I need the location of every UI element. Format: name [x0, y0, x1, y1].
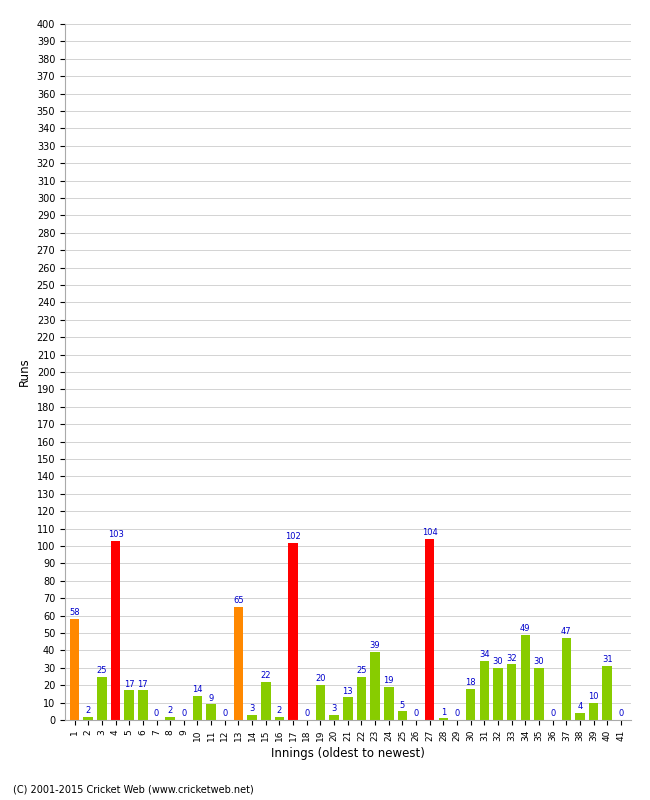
- Text: 13: 13: [343, 686, 353, 696]
- Text: 103: 103: [108, 530, 124, 539]
- Bar: [603, 666, 612, 720]
- Bar: [192, 696, 202, 720]
- Text: 4: 4: [577, 702, 582, 711]
- Bar: [357, 677, 366, 720]
- Text: 20: 20: [315, 674, 326, 683]
- Text: 104: 104: [422, 528, 437, 538]
- Bar: [316, 685, 325, 720]
- Bar: [111, 541, 120, 720]
- Text: 2: 2: [277, 706, 282, 714]
- Bar: [480, 661, 489, 720]
- Text: 0: 0: [304, 710, 309, 718]
- Text: 17: 17: [138, 680, 148, 689]
- Bar: [165, 717, 175, 720]
- Text: 25: 25: [97, 666, 107, 674]
- Bar: [534, 668, 544, 720]
- Text: 34: 34: [479, 650, 489, 659]
- X-axis label: Innings (oldest to newest): Innings (oldest to newest): [271, 746, 424, 760]
- Bar: [398, 711, 407, 720]
- Text: 5: 5: [400, 701, 405, 710]
- Text: 49: 49: [520, 624, 530, 633]
- Text: 47: 47: [561, 627, 571, 637]
- Bar: [384, 687, 393, 720]
- Text: 32: 32: [506, 654, 517, 662]
- Bar: [466, 689, 475, 720]
- Text: 10: 10: [588, 692, 599, 701]
- Text: 9: 9: [209, 694, 214, 702]
- Text: 2: 2: [86, 706, 91, 714]
- Bar: [425, 539, 434, 720]
- Bar: [575, 713, 585, 720]
- Bar: [70, 619, 79, 720]
- Text: 0: 0: [154, 710, 159, 718]
- Text: 3: 3: [332, 704, 337, 713]
- Bar: [97, 677, 107, 720]
- Text: 102: 102: [285, 532, 301, 541]
- Text: 0: 0: [454, 710, 460, 718]
- Text: 31: 31: [602, 655, 612, 664]
- Text: 17: 17: [124, 680, 135, 689]
- Bar: [370, 652, 380, 720]
- Text: 22: 22: [261, 671, 271, 680]
- Text: 19: 19: [384, 676, 394, 685]
- Y-axis label: Runs: Runs: [18, 358, 31, 386]
- Text: 0: 0: [413, 710, 419, 718]
- Bar: [589, 702, 599, 720]
- Bar: [138, 690, 148, 720]
- Text: 0: 0: [222, 710, 227, 718]
- Text: 0: 0: [618, 710, 623, 718]
- Text: 30: 30: [534, 657, 544, 666]
- Bar: [124, 690, 134, 720]
- Text: 2: 2: [168, 706, 173, 714]
- Bar: [206, 704, 216, 720]
- Bar: [521, 634, 530, 720]
- Bar: [439, 718, 448, 720]
- Bar: [330, 714, 339, 720]
- Text: 0: 0: [550, 710, 555, 718]
- Bar: [343, 698, 352, 720]
- Bar: [261, 682, 270, 720]
- Text: 3: 3: [250, 704, 255, 713]
- Bar: [248, 714, 257, 720]
- Text: 0: 0: [181, 710, 187, 718]
- Text: 58: 58: [70, 608, 80, 618]
- Text: 65: 65: [233, 596, 244, 605]
- Text: 25: 25: [356, 666, 367, 674]
- Bar: [562, 638, 571, 720]
- Bar: [275, 717, 284, 720]
- Text: 1: 1: [441, 707, 446, 717]
- Bar: [493, 668, 503, 720]
- Text: 18: 18: [465, 678, 476, 687]
- Bar: [234, 607, 243, 720]
- Bar: [83, 717, 93, 720]
- Bar: [289, 542, 298, 720]
- Text: 30: 30: [493, 657, 503, 666]
- Text: 14: 14: [192, 685, 203, 694]
- Text: (C) 2001-2015 Cricket Web (www.cricketweb.net): (C) 2001-2015 Cricket Web (www.cricketwe…: [13, 784, 254, 794]
- Text: 39: 39: [370, 642, 380, 650]
- Bar: [507, 664, 517, 720]
